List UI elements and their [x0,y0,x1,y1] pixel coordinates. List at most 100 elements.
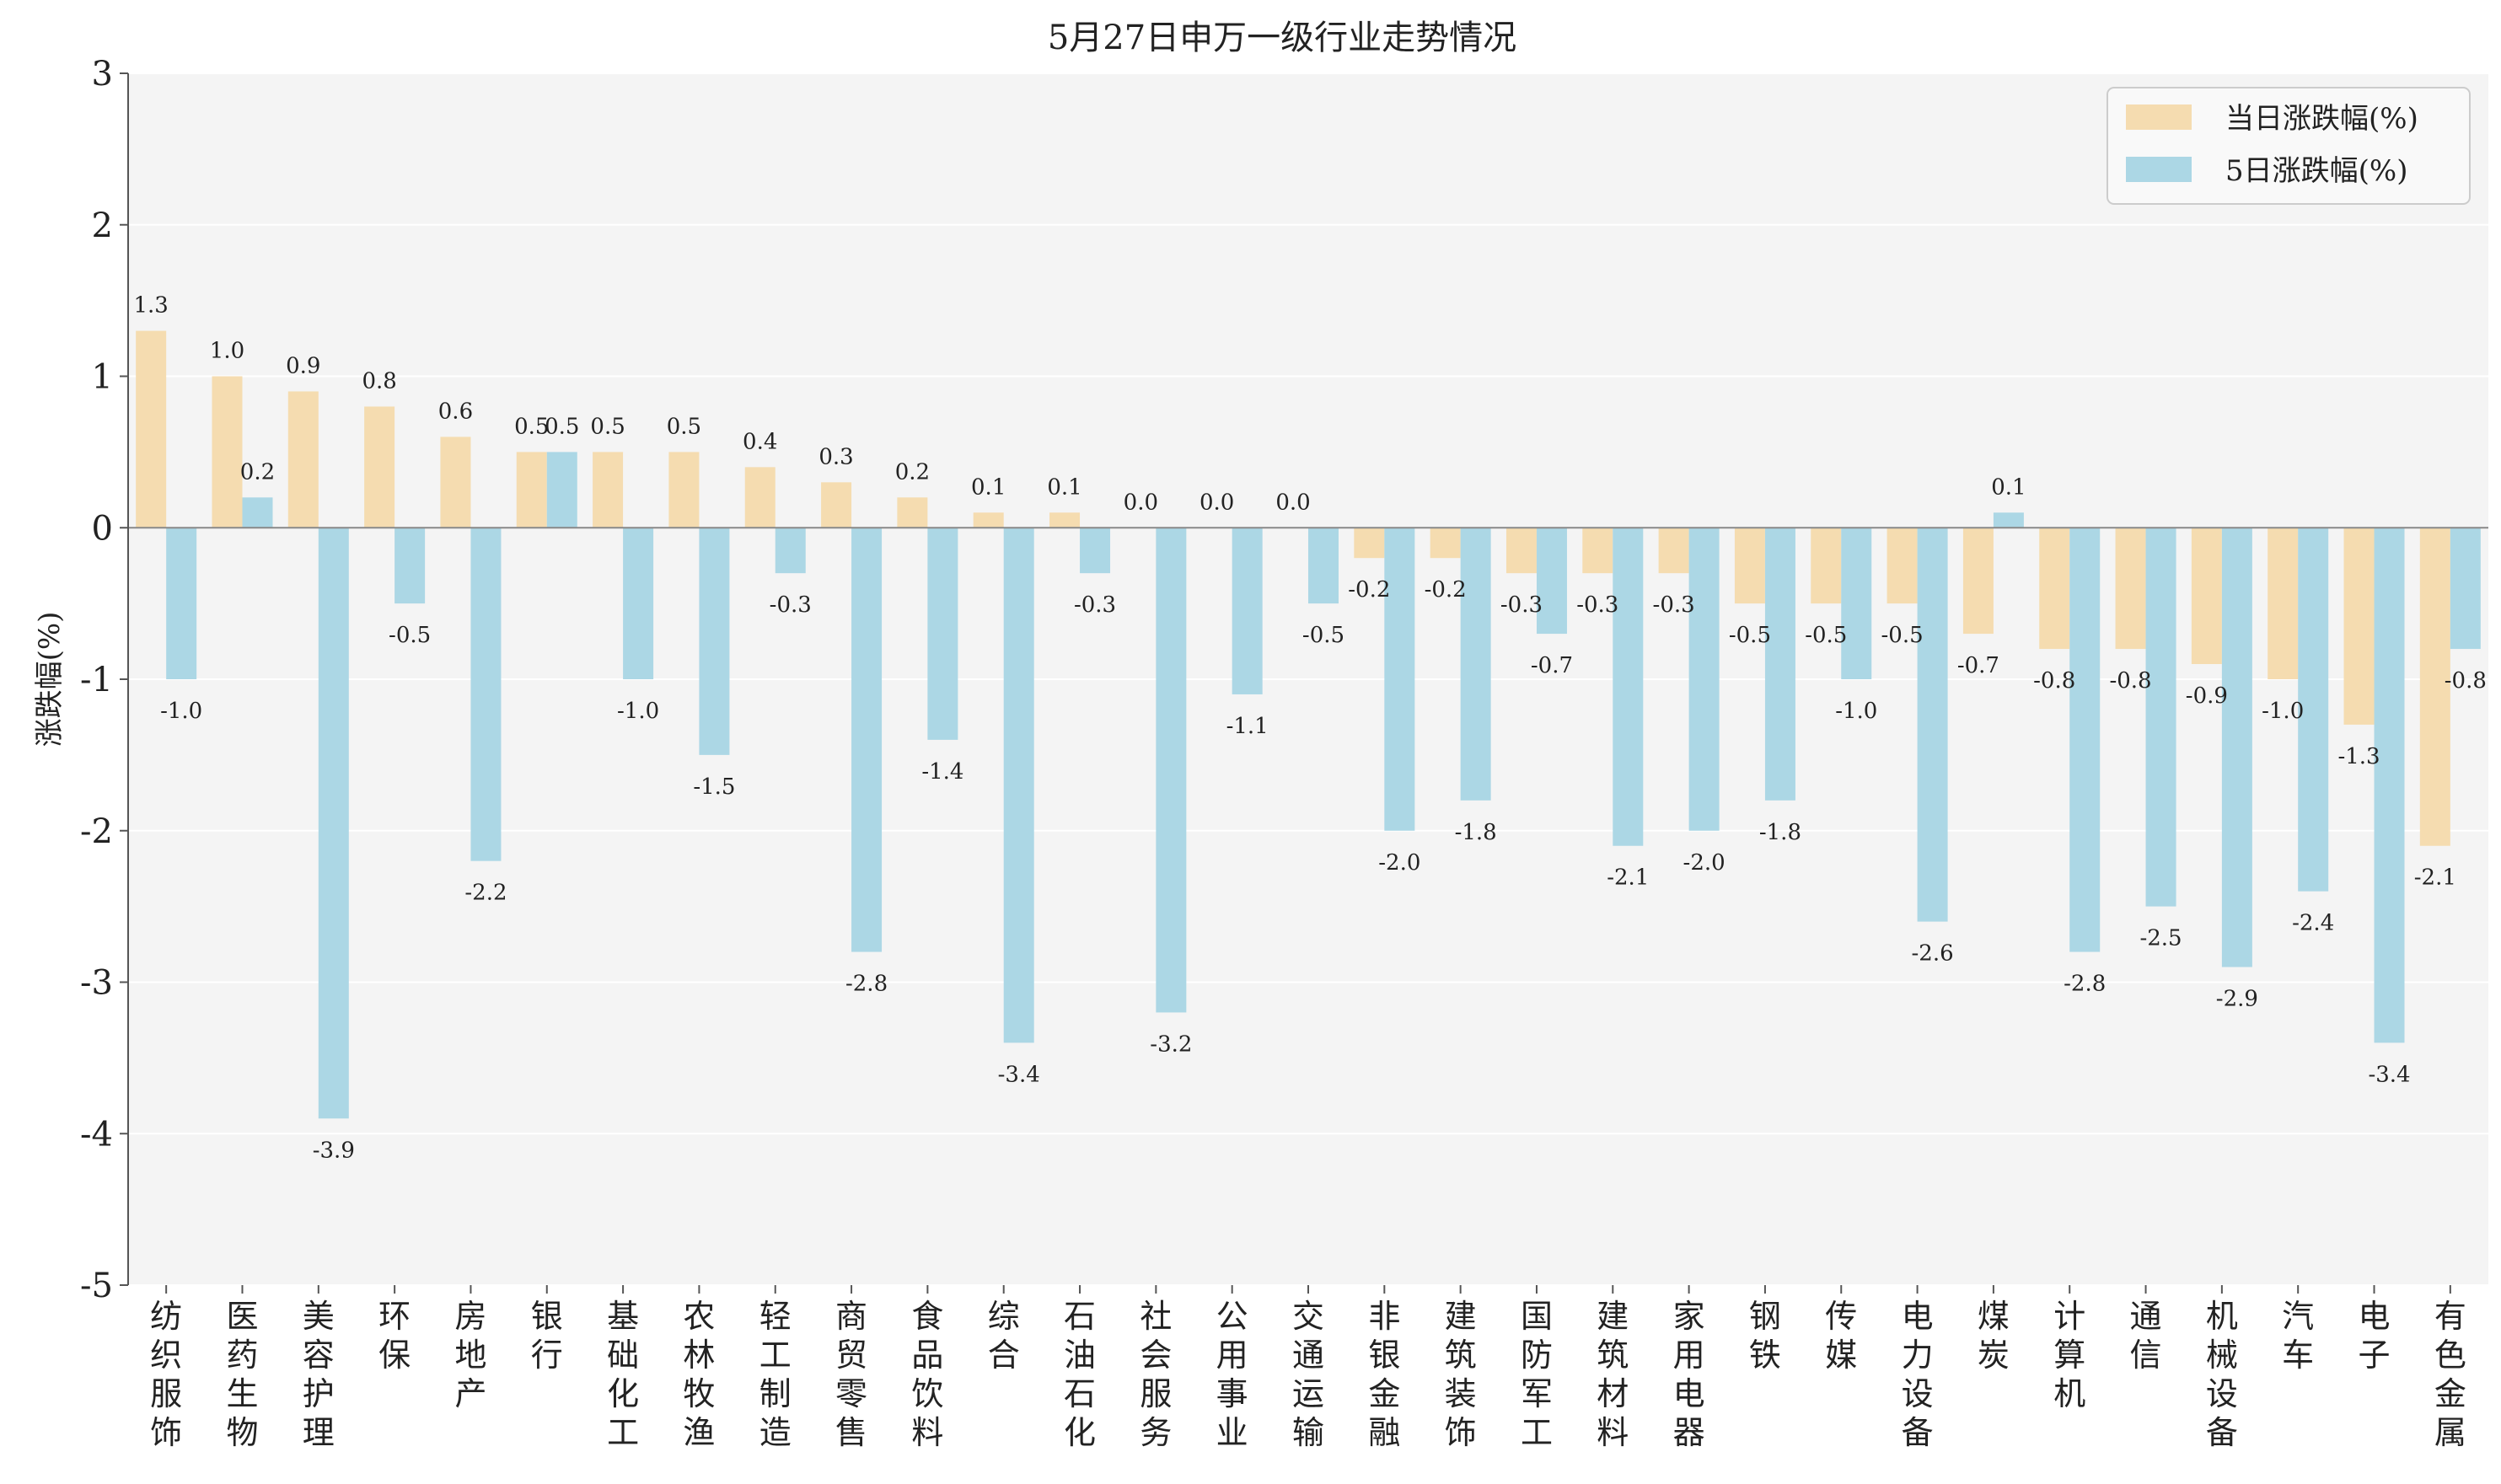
data-label-daily: -1.3 [2337,744,2380,769]
bar-daily [2039,528,2070,650]
x-tick-label: 石油石化 [1064,1298,1096,1451]
data-label-5day: -3.2 [1150,1031,1192,1057]
y-tick-label: -3 [80,964,113,1003]
bar-5day [1841,528,1872,679]
bar-5day [1536,528,1567,635]
y-tick-label: -2 [80,812,113,851]
data-label-daily: -0.2 [1425,577,1467,603]
x-tick-label: 通信 [2130,1298,2162,1374]
data-label-5day: -0.7 [1531,653,1573,678]
data-label-5day: -0.3 [1074,592,1116,618]
data-label-5day: -0.5 [389,623,431,648]
x-tick-label: 非银金融 [1368,1298,1400,1451]
data-label-daily: -0.3 [1576,592,1618,618]
data-label-daily: 0.0 [1200,490,1234,515]
data-label-5day: -0.5 [1302,623,1344,648]
data-label-daily: 0.0 [1124,490,1158,515]
data-label-5day: -0.3 [770,592,812,618]
x-tick-label: 公用事业 [1216,1298,1248,1451]
y-tick-label: 3 [92,55,113,94]
bar-5day [1764,528,1795,801]
data-label-5day: -2.0 [1378,850,1420,876]
data-label-5day: -2.4 [2292,911,2334,936]
legend-label-5day: 5日涨跌幅(%) [2225,154,2407,188]
data-label-daily: -2.1 [2414,865,2456,891]
data-label-5day: -1.0 [1835,699,1877,724]
bar-daily [440,437,471,528]
bar-daily [1886,528,1918,604]
legend: 当日涨跌幅(%) 5日涨跌幅(%) [2107,87,2471,205]
x-tick-label: 美容护理 [303,1298,335,1451]
bar-5day [1993,512,2024,528]
x-tick-label: 国防军工 [1521,1298,1553,1451]
legend-swatch-5day [2126,157,2192,182]
x-tick-label: 房地产 [454,1298,486,1412]
bar-daily [1430,528,1461,559]
bar-5day [2450,528,2481,650]
data-label-daily: -0.3 [1653,592,1695,618]
bar-daily [973,512,1004,528]
bar-daily [1049,512,1081,528]
data-label-5day: 0.2 [240,459,275,485]
x-tick-label: 家用电器 [1673,1298,1705,1451]
bar-daily [1811,528,1842,604]
data-label-daily: -0.8 [2109,668,2151,694]
x-tick-label: 社会服务 [1140,1298,1172,1451]
data-label-5day: -2.8 [2064,972,2106,997]
data-label-5day: -2.5 [2139,926,2182,951]
y-tick-label: 0 [92,509,113,548]
data-label-5day: -3.9 [313,1138,355,1163]
legend-swatch-daily [2126,104,2192,130]
x-tick-label: 农林牧渔 [683,1298,715,1451]
data-label-5day: -3.4 [2368,1062,2410,1087]
y-tick-label: -5 [80,1267,113,1305]
y-tick-label: 1 [92,358,113,397]
data-label-daily: -0.5 [1729,623,1771,648]
data-label-daily: 0.3 [818,444,853,469]
bar-5day [394,528,426,604]
x-axis-ticks: 纺织服饰 医药生物 美容护理 环保 房地产 银行 基础化工 农林牧渔 轻工制造 商贸零售 食品饮料 综… [150,1285,2466,1451]
x-tick-label: 煤炭 [1978,1298,2010,1374]
data-label-5day: -1.1 [1226,714,1269,739]
data-label-5day: -1.8 [1455,820,1497,845]
bar-5day [1003,528,1034,1043]
bar-daily [897,497,928,528]
x-tick-label: 汽车 [2282,1298,2314,1374]
x-tick-label: 有色金属 [2434,1298,2466,1451]
bar-5day [242,497,273,528]
x-tick-label: 建筑装饰 [1445,1298,1477,1451]
chart-title: 5月27日申万一级行业走势情况 [1048,19,1516,57]
bar-daily [136,330,167,528]
data-label-daily: 0.2 [895,459,930,485]
bar-5day [1384,528,1415,831]
x-tick-label: 机械设备 [2206,1298,2238,1451]
data-label-5day: -1.0 [160,699,202,724]
bar-daily [1658,528,1689,574]
y-tick-label: 2 [92,206,113,245]
x-tick-label: 计算机 [2053,1298,2085,1412]
y-tick-label: -4 [80,1115,113,1154]
bar-daily [2115,528,2146,650]
bar-5day [1232,528,1263,694]
x-tick-label: 钢铁 [1749,1298,1781,1374]
x-tick-label: 建筑材料 [1597,1298,1629,1451]
x-tick-label: 传媒 [1825,1298,1857,1374]
data-label-daily: 0.5 [514,414,549,439]
bar-daily [2268,528,2299,679]
bar-5day [546,452,577,528]
bar-daily [1582,528,1613,574]
data-label-5day: -2.9 [2216,987,2258,1012]
data-label-5day: -2.6 [1912,941,1954,967]
data-label-daily: -0.7 [1957,653,1999,678]
bar-daily [744,467,776,528]
data-label-5day: -3.4 [998,1062,1040,1087]
bar-5day [623,528,654,679]
x-tick-label: 交通运输 [1292,1298,1324,1451]
data-label-5day: -2.8 [845,972,888,997]
bar-5day [1688,528,1720,831]
data-label-daily: -0.5 [1805,623,1847,648]
data-label-5day: -1.8 [1759,820,1801,845]
bar-5day [1613,528,1644,846]
bar-5day [927,528,958,740]
data-label-5day: -2.0 [1683,850,1725,876]
